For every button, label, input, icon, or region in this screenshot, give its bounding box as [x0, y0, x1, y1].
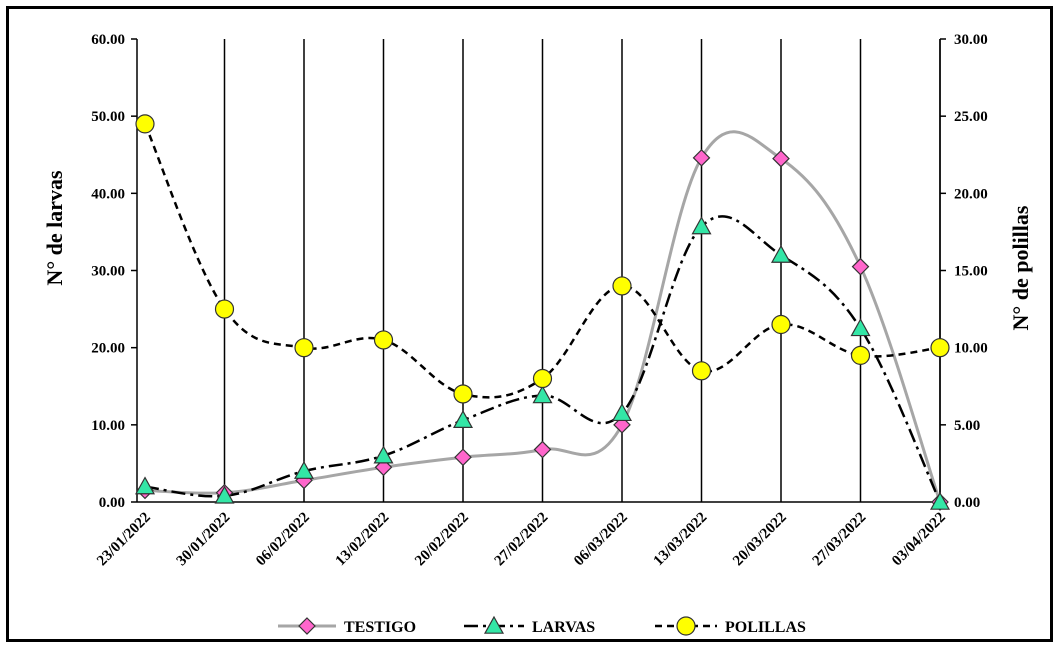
right-axis-title: N° de polillas — [1008, 205, 1033, 330]
marker-larvas-4 — [452, 409, 474, 429]
legend-label-polillas: POLILLAS — [725, 619, 806, 636]
marker-polillas-4 — [453, 384, 473, 404]
marker-larvas-3 — [373, 445, 394, 464]
marker-testigo-7 — [692, 148, 711, 167]
marker-polillas-0 — [135, 114, 155, 134]
marker-polillas-1 — [214, 299, 235, 319]
axes — [136, 39, 941, 503]
right-tick-label: 0.00 — [954, 495, 980, 511]
left-axis-ticks: 0.00 10.00 20.00 30.00 40.00 50.00 60.00 — [91, 32, 137, 511]
left-tick-label: 30.00 — [91, 264, 125, 280]
legend-label-larvas: LARVAS — [532, 619, 595, 636]
left-tick-label: 10.00 — [91, 418, 125, 434]
x-tick-label: 27/02/2022 — [492, 510, 552, 570]
marker-testigo-4 — [454, 448, 472, 467]
marker-larvas-10 — [929, 491, 951, 510]
legend-marker-larvas — [483, 615, 505, 634]
left-tick-label: 60.00 — [91, 32, 125, 48]
marker-larvas-5 — [532, 385, 553, 404]
marker-polillas-7 — [691, 361, 712, 381]
marker-larvas-2 — [293, 460, 315, 479]
right-tick-label: 15.00 — [954, 264, 988, 280]
chart-frame — [6, 6, 1053, 642]
x-tick-label: 30/01/2022 — [174, 510, 234, 570]
right-tick-label: 5.00 — [954, 418, 980, 434]
x-tick-label: 20/03/2022 — [730, 510, 790, 570]
x-tick-label: 23/01/2022 — [94, 510, 154, 570]
series-markers — [134, 114, 951, 511]
marker-larvas-1 — [214, 485, 235, 504]
x-tick-label: 06/02/2022 — [253, 510, 313, 570]
legend-marker-polillas — [676, 616, 696, 636]
marker-polillas-10 — [930, 338, 950, 358]
x-tick-label: 20/02/2022 — [412, 510, 472, 570]
x-axis-ticks: 23/01/2022 30/01/2022 06/02/2022 13/02/2022… — [94, 510, 949, 570]
legend-label-testigo: TESTIGO — [344, 619, 416, 636]
marker-polillas-2 — [294, 338, 314, 358]
left-axis-title: N° de larvas — [42, 170, 67, 286]
marker-polillas-6 — [612, 276, 632, 296]
marker-testigo-8 — [772, 149, 790, 168]
legend-marker-testigo — [298, 617, 316, 635]
marker-polillas-5 — [532, 368, 553, 389]
marker-larvas-0 — [134, 476, 156, 495]
x-tick-label: 27/03/2022 — [810, 510, 870, 570]
marker-testigo-5 — [533, 440, 552, 459]
left-tick-label: 50.00 — [91, 109, 125, 125]
marker-testigo-9 — [851, 257, 870, 276]
marker-larvas-7 — [691, 216, 712, 235]
left-tick-label: 0.00 — [99, 495, 125, 511]
right-axis-ticks: 0.00 5.00 10.00 15.00 20.00 25.00 30.00 — [940, 32, 988, 511]
marker-larvas-8 — [770, 244, 792, 263]
x-tick-label: 13/03/2022 — [651, 510, 711, 570]
left-tick-label: 40.00 — [91, 186, 125, 202]
marker-larvas-6 — [611, 403, 633, 422]
marker-polillas-8 — [771, 314, 791, 335]
vertical-gridlines — [223, 39, 941, 502]
marker-larvas-9 — [850, 318, 871, 337]
right-tick-label: 30.00 — [954, 32, 988, 48]
x-tick-label: 03/04/2022 — [889, 510, 949, 570]
right-tick-label: 25.00 — [954, 109, 988, 125]
legend: TESTIGO LARVAS POLILLAS — [278, 615, 806, 636]
series-line-larvas — [144, 215, 942, 503]
x-tick-label: 06/03/2022 — [571, 510, 631, 570]
right-tick-label: 10.00 — [954, 341, 988, 357]
left-tick-label: 20.00 — [91, 341, 125, 357]
marker-polillas-3 — [373, 330, 394, 350]
right-tick-label: 20.00 — [954, 186, 988, 202]
marker-polillas-9 — [850, 345, 871, 365]
x-tick-label: 13/02/2022 — [333, 510, 393, 570]
